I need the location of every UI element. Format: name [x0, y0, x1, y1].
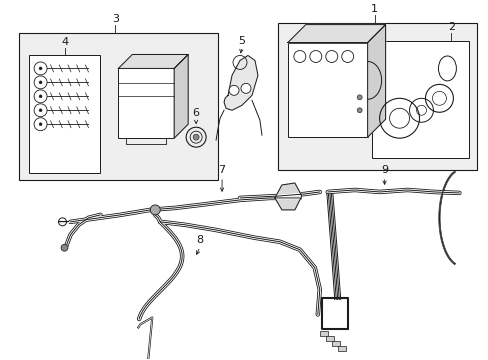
Text: 7: 7	[218, 165, 225, 175]
Bar	[277, 23, 476, 170]
Polygon shape	[224, 55, 258, 110]
Polygon shape	[367, 24, 385, 137]
Bar	[319, 332, 327, 336]
Text: 9: 9	[380, 165, 387, 175]
Circle shape	[61, 244, 68, 251]
Text: 4: 4	[61, 36, 68, 46]
Circle shape	[241, 84, 250, 93]
Circle shape	[39, 67, 42, 70]
Circle shape	[39, 81, 42, 84]
Bar	[371, 41, 468, 158]
Text: 1: 1	[370, 4, 377, 14]
Polygon shape	[274, 183, 301, 210]
Bar	[29, 55, 100, 173]
Bar	[337, 346, 345, 351]
Circle shape	[39, 109, 42, 112]
Text: 5: 5	[238, 36, 245, 45]
Circle shape	[356, 95, 362, 100]
Circle shape	[150, 205, 160, 215]
Bar	[325, 336, 333, 341]
Polygon shape	[287, 24, 385, 42]
Text: 8: 8	[196, 235, 203, 245]
Bar	[19, 32, 218, 180]
Circle shape	[39, 123, 42, 126]
Text: 3: 3	[112, 14, 119, 24]
Bar	[331, 341, 339, 346]
Circle shape	[228, 85, 239, 95]
Bar	[287, 42, 367, 137]
Polygon shape	[174, 54, 188, 138]
Circle shape	[356, 108, 362, 113]
Circle shape	[193, 134, 199, 140]
Circle shape	[39, 95, 42, 98]
Text: 6: 6	[192, 108, 199, 118]
Bar	[118, 68, 174, 138]
Polygon shape	[118, 54, 188, 68]
Text: 2: 2	[447, 22, 454, 32]
